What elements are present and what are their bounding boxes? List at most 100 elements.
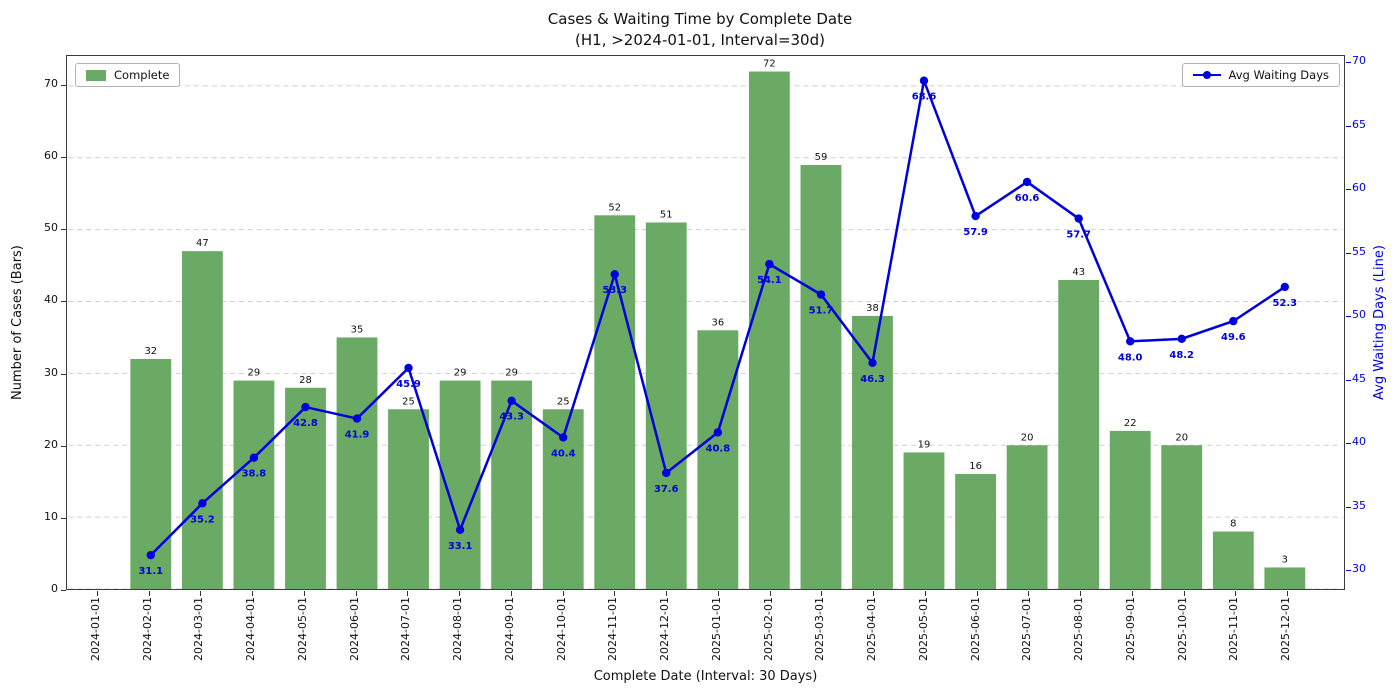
x-tick-label: 2024-10-01 xyxy=(554,597,568,661)
bar xyxy=(181,251,223,589)
chart-title: Cases & Waiting Time by Complete Date (H… xyxy=(0,9,1400,51)
line-value-label: 60.6 xyxy=(1015,193,1040,204)
x-tick-mark xyxy=(1080,591,1081,596)
line-marker xyxy=(198,499,207,508)
x-tick-label: 2025-01-01 xyxy=(709,597,723,661)
legend-line-swatch xyxy=(1192,70,1221,79)
x-tick-mark xyxy=(1184,591,1185,596)
legend-line-marker-icon xyxy=(1202,70,1211,79)
line-marker xyxy=(971,211,980,221)
line-value-label: 42.8 xyxy=(293,418,318,429)
x-tick-mark xyxy=(977,591,978,596)
bar xyxy=(233,380,275,589)
right-tick-mark xyxy=(1346,189,1351,190)
bar xyxy=(336,337,378,589)
bar-value-label: 28 xyxy=(299,375,312,386)
line-value-label: 38.8 xyxy=(242,469,267,480)
line-marker xyxy=(301,402,310,412)
chart-title-line2: (H1, >2024-01-01, Interval=30d) xyxy=(575,31,825,49)
line-marker xyxy=(249,453,259,462)
line-value-label: 48.0 xyxy=(1118,352,1143,363)
bar xyxy=(748,71,790,589)
right-tick-label: 30 xyxy=(1352,562,1366,575)
bar xyxy=(1006,445,1048,589)
right-tick-label: 35 xyxy=(1352,498,1366,512)
x-tick-mark xyxy=(407,591,408,596)
left-tick-label: 60 xyxy=(44,149,58,163)
line-marker xyxy=(404,363,413,373)
line-marker xyxy=(352,414,362,423)
x-tick-label: 2024-11-01 xyxy=(606,597,620,661)
bar-value-label: 25 xyxy=(402,396,415,407)
bar xyxy=(800,164,842,589)
bar-value-label: 19 xyxy=(918,439,931,450)
x-tick-mark xyxy=(252,591,253,596)
right-tick-mark xyxy=(1346,316,1351,317)
bar-value-label: 20 xyxy=(1021,432,1034,443)
x-tick-label: 2025-10-01 xyxy=(1175,597,1189,661)
bar xyxy=(903,452,945,589)
x-tick-label: 2024-08-01 xyxy=(451,597,465,661)
line-value-label: 41.9 xyxy=(345,429,370,440)
bar-value-label: 32 xyxy=(144,346,157,357)
x-tick-mark xyxy=(821,591,822,596)
line-value-label: 49.6 xyxy=(1221,332,1246,343)
line-value-label: 46.3 xyxy=(860,374,885,385)
x-tick-mark xyxy=(1132,591,1133,596)
x-tick-label: 2024-09-01 xyxy=(502,597,516,661)
x-tick-label: 2025-12-01 xyxy=(1279,597,1293,661)
left-tick-mark xyxy=(61,157,66,159)
bar xyxy=(1109,430,1151,589)
x-tick-mark xyxy=(873,591,874,596)
x-tick-mark xyxy=(563,591,564,596)
right-tick-mark xyxy=(1346,379,1351,381)
line-value-label: 43.3 xyxy=(499,412,524,423)
right-tick-label: 40 xyxy=(1352,435,1366,448)
line-value-label: 40.4 xyxy=(551,448,576,459)
left-tick-label: 50 xyxy=(44,221,58,235)
x-tick-label: 2025-08-01 xyxy=(1072,597,1086,661)
right-tick-label: 65 xyxy=(1352,117,1366,131)
bar xyxy=(645,222,687,589)
x-axis-title: Complete Date (Interval: 30 Days) xyxy=(593,669,818,684)
left-tick-mark xyxy=(61,229,66,231)
bar-value-label: 29 xyxy=(505,368,518,379)
right-tick-label: 70 xyxy=(1352,54,1366,67)
x-tick-label: 2024-05-01 xyxy=(295,597,309,661)
left-tick-mark xyxy=(61,517,66,519)
right-tick-label: 50 xyxy=(1352,308,1366,321)
right-tick-label: 45 xyxy=(1352,371,1366,385)
left-tick-mark xyxy=(61,84,66,86)
x-tick-mark xyxy=(304,591,305,596)
line-value-label: 37.6 xyxy=(654,484,679,495)
x-tick-label: 2025-07-01 xyxy=(1020,597,1034,661)
x-tick-label: 2025-02-01 xyxy=(761,597,775,661)
bar-value-label: 16 xyxy=(969,461,982,472)
legend-bar-swatch xyxy=(86,69,106,81)
bar xyxy=(1161,445,1203,589)
bar-value-label: 47 xyxy=(196,238,209,249)
line-marker xyxy=(662,468,671,478)
line-marker xyxy=(1177,334,1186,344)
right-tick-mark xyxy=(1346,125,1351,127)
bar-value-label: 38 xyxy=(866,303,879,314)
x-tick-mark xyxy=(925,591,926,596)
bar-value-label: 3 xyxy=(1282,554,1288,565)
right-tick-label: 60 xyxy=(1352,181,1366,194)
right-tick-mark xyxy=(1346,570,1351,571)
bar xyxy=(388,409,429,589)
bar-value-label: 8 xyxy=(1230,519,1236,530)
legend-complete: Complete xyxy=(75,63,181,87)
x-tick-mark xyxy=(614,591,615,596)
right-axis-title: Avg Waiting Days (Line) xyxy=(1372,245,1387,400)
line-value-label: 45.9 xyxy=(396,379,421,390)
left-tick-label: 20 xyxy=(44,437,58,451)
line-value-label: 54.1 xyxy=(757,275,782,286)
line-marker xyxy=(1074,214,1083,223)
line-marker xyxy=(816,290,826,299)
line-marker xyxy=(559,433,568,442)
bar-value-label: 25 xyxy=(557,396,570,407)
line-value-label: 40.8 xyxy=(706,443,731,454)
bar-value-label: 52 xyxy=(608,202,621,213)
